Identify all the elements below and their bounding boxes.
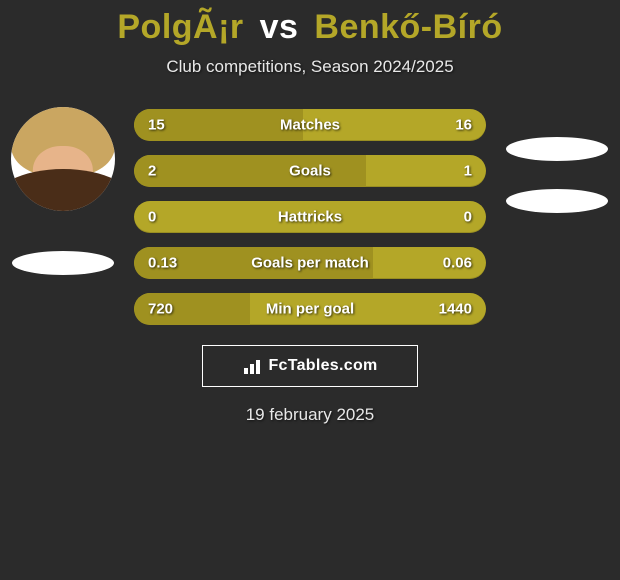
player1-avatar [11,107,115,211]
stat-right-value: 0.06 [443,255,472,272]
stat-bar-fill [134,155,366,187]
date-text: 19 february 2025 [0,405,620,425]
player1-name: PolgÃ¡r [117,8,243,46]
subtitle: Club competitions, Season 2024/2025 [0,57,620,77]
stat-right-value: 0 [464,209,472,226]
stats-bars: 15 Matches 16 2 Goals 1 0 Hattricks 0 0.13 Goals p… [134,107,486,325]
stat-bar: 15 Matches 16 [134,109,486,141]
stat-right-value: 1 [464,163,472,180]
right-column [504,107,610,213]
stat-label: Hattricks [278,209,342,226]
player2-flag-1 [506,137,608,161]
stat-bar: 720 Min per goal 1440 [134,293,486,325]
stat-left-value: 0 [148,209,156,226]
stat-left-value: 0.13 [148,255,177,272]
stat-left-value: 2 [148,163,156,180]
bar-chart-icon [242,358,262,374]
stat-left-value: 720 [148,301,173,318]
stat-label: Matches [280,117,340,134]
vs-text: vs [260,8,299,46]
stat-bar: 0.13 Goals per match 0.06 [134,247,486,279]
stat-bar: 0 Hattricks 0 [134,201,486,233]
stat-right-value: 16 [455,117,472,134]
player2-name: Benkő-Bíró [314,8,502,46]
player2-flag-2 [506,189,608,213]
stat-label: Min per goal [266,301,354,318]
source-logo: FcTables.com [202,345,418,387]
layout-row: 15 Matches 16 2 Goals 1 0 Hattricks 0 0.13 Goals p… [0,107,620,325]
comparison-infographic: PolgÃ¡r vs Benkő-Bíró Club competitions,… [0,0,620,425]
stat-label: Goals per match [251,255,369,272]
page-title: PolgÃ¡r vs Benkő-Bíró [0,8,620,47]
stat-right-value: 1440 [439,301,472,318]
source-logo-text: FcTables.com [268,357,377,375]
stat-label: Goals [289,163,331,180]
left-column [10,107,116,275]
stat-bar: 2 Goals 1 [134,155,486,187]
stat-left-value: 15 [148,117,165,134]
player1-flag [12,251,114,275]
